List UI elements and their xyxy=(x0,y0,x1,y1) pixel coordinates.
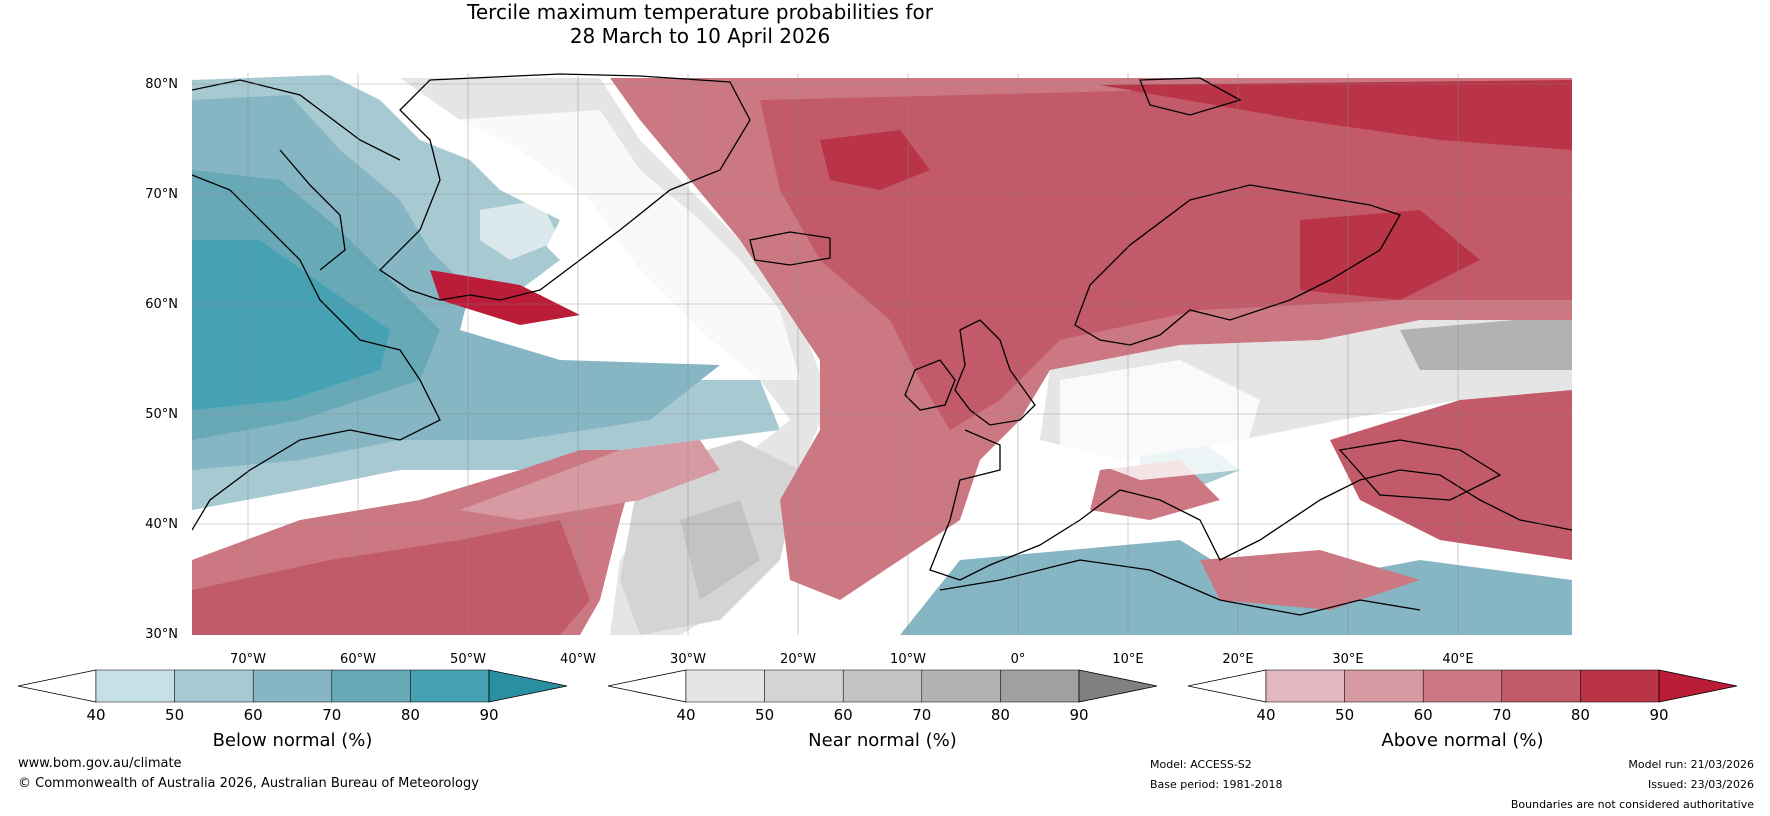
lon-label-40w: 40°W xyxy=(560,652,596,667)
legend-near-tick: 70 xyxy=(912,706,931,724)
legend-near-swatch-1 xyxy=(685,669,765,703)
scandinavia-coast xyxy=(1074,184,1401,346)
map-title: Tercile maximum temperature probabilitie… xyxy=(0,0,1400,48)
legend-above-tick: 90 xyxy=(1649,706,1668,724)
map-gridlines xyxy=(192,73,1572,635)
copyright-text: © Commonwealth of Australia 2026, Austra… xyxy=(18,776,479,791)
lon-label-10e: 10°E xyxy=(1112,652,1143,667)
lon-label-70w: 70°W xyxy=(230,652,266,667)
lat-label-50: 50°N xyxy=(145,407,178,422)
legend-below-tick: 60 xyxy=(244,706,263,724)
legend-near-swatch-3 xyxy=(842,669,923,703)
legend-below-tick: 70 xyxy=(322,706,341,724)
mediterranean-coast xyxy=(939,559,1421,616)
legend-above-tick: 40 xyxy=(1256,706,1275,724)
svalbard-coast xyxy=(1139,77,1242,116)
legend-above: 40 50 60 70 80 90 Above normal (%) xyxy=(1187,669,1738,751)
europe-coast xyxy=(929,429,1572,581)
lon-label-30w: 30°W xyxy=(670,652,706,667)
legend-below-tick: 40 xyxy=(86,706,105,724)
legend-below-tick: 80 xyxy=(401,706,420,724)
lat-label-30: 30°N xyxy=(145,627,178,642)
legend-near-high-arrow xyxy=(1078,669,1158,703)
legend-above-swatch-4 xyxy=(1501,669,1581,703)
lon-label-60w: 60°W xyxy=(340,652,376,667)
lat-label-60: 60°N xyxy=(145,297,178,312)
legend-near-tick: 90 xyxy=(1069,706,1088,724)
greenland-coast xyxy=(378,73,751,301)
legend-below-tick: 90 xyxy=(479,706,498,724)
legend-near-swatch-5 xyxy=(1000,669,1080,703)
legend-near-low-arrow xyxy=(607,669,687,703)
legend-above-swatch-3 xyxy=(1422,669,1503,703)
legend-above-label: Above normal (%) xyxy=(1381,730,1543,751)
title-line-1: Tercile maximum temperature probabilitie… xyxy=(467,0,933,24)
title-line-2: 28 March to 10 April 2026 xyxy=(569,24,831,48)
legend-near-tick: 60 xyxy=(834,706,853,724)
legend-above-swatch-2 xyxy=(1344,669,1424,703)
legend-near-swatch-4 xyxy=(921,669,1001,703)
legend-below-low-arrow xyxy=(17,669,97,703)
lon-label-40e: 40°E xyxy=(1442,652,1473,667)
disclaimer-text: Boundaries are not considered authoritat… xyxy=(1510,798,1754,811)
labrador-coast xyxy=(279,149,346,271)
legend-above-tick: 60 xyxy=(1414,706,1433,724)
legend-below-swatch-5 xyxy=(410,669,490,703)
lon-label-30e: 30°E xyxy=(1332,652,1363,667)
lon-label-50w: 50°W xyxy=(450,652,486,667)
map-panel xyxy=(192,73,1572,635)
legend-below-swatch-2 xyxy=(174,669,254,703)
legend-below: 40 50 60 70 80 90 Below normal (%) xyxy=(17,669,568,751)
lon-label-0: 0° xyxy=(1011,652,1026,667)
legend-group: 40 50 60 70 80 90 Below normal (%) 40 50 60 70 80 90… xyxy=(17,669,1738,751)
britain-coast xyxy=(954,319,1036,426)
model-run-text: Model run: 21/03/2026 xyxy=(1628,758,1754,771)
legend-near-swatch-2 xyxy=(764,669,844,703)
website-text: www.bom.gov.au/climate xyxy=(18,756,182,771)
latitude-labels: 80°N 70°N 60°N 50°N 40°N 30°N xyxy=(145,77,178,642)
legend-above-swatch-1 xyxy=(1265,669,1345,703)
issued-text: Issued: 23/03/2026 xyxy=(1647,778,1754,791)
lon-label-20w: 20°W xyxy=(780,652,816,667)
iceland-coast xyxy=(749,231,831,266)
legend-near: 40 50 60 70 80 90 Near normal (%) xyxy=(607,669,1158,751)
baffin-coast xyxy=(192,79,401,161)
legend-above-high-arrow xyxy=(1658,669,1738,703)
legend-below-tick: 50 xyxy=(165,706,184,724)
legend-above-tick: 80 xyxy=(1571,706,1590,724)
legend-above-low-arrow xyxy=(1187,669,1267,703)
model-text: Model: ACCESS-S2 xyxy=(1150,758,1252,771)
legend-below-high-arrow xyxy=(488,669,568,703)
legend-near-tick: 80 xyxy=(991,706,1010,724)
canada-coast xyxy=(192,174,441,531)
lat-label-80: 80°N xyxy=(145,77,178,92)
lon-label-20e: 20°E xyxy=(1222,652,1253,667)
legend-above-swatch-5 xyxy=(1580,669,1660,703)
legend-near-tick: 50 xyxy=(755,706,774,724)
legend-below-swatch-3 xyxy=(252,669,333,703)
lon-label-10w: 10°W xyxy=(890,652,926,667)
legend-below-swatch-1 xyxy=(95,669,175,703)
longitude-labels: 70°W 60°W 50°W 40°W 30°W 20°W 10°W 0° 10… xyxy=(230,652,1474,667)
ireland-coast xyxy=(904,359,956,411)
lat-label-40: 40°N xyxy=(145,517,178,532)
base-period-text: Base period: 1981-2018 xyxy=(1150,778,1283,791)
lat-label-70: 70°N xyxy=(145,187,178,202)
legend-near-tick: 40 xyxy=(676,706,695,724)
legend-below-swatch-4 xyxy=(331,669,411,703)
black-sea-coast xyxy=(1338,439,1502,501)
legend-above-tick: 50 xyxy=(1335,706,1354,724)
legend-near-label: Near normal (%) xyxy=(808,730,957,751)
legend-below-label: Below normal (%) xyxy=(213,730,373,751)
legend-above-tick: 70 xyxy=(1492,706,1511,724)
